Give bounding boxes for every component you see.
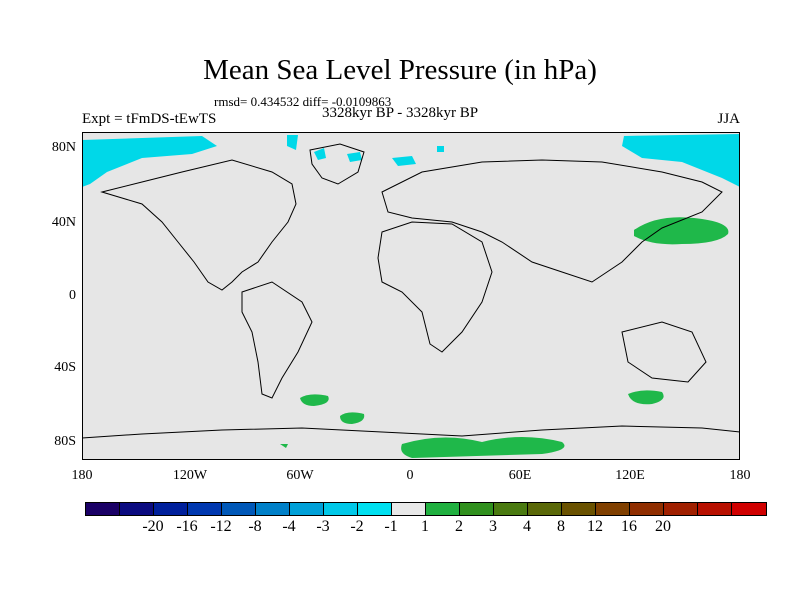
colorbar-tick-label: -2 xyxy=(350,518,364,535)
eurasia-outline xyxy=(381,159,723,283)
colorbar-box xyxy=(120,503,154,515)
colorbar-tick-label: -8 xyxy=(248,518,262,535)
colorbar-box xyxy=(426,503,460,515)
lon-label-120w: 120W xyxy=(172,468,208,483)
continent-outlines xyxy=(82,143,740,439)
colorbar xyxy=(85,502,767,516)
colorbar-box xyxy=(664,503,698,515)
colorbar-box xyxy=(154,503,188,515)
colorbar-box xyxy=(630,503,664,515)
colorbar-tick-label: -16 xyxy=(176,518,198,535)
colorbar-box xyxy=(256,503,290,515)
lon-label-180-west: 180 xyxy=(71,468,93,483)
africa-outline xyxy=(377,221,493,353)
arctic-negative-anomaly xyxy=(82,134,740,187)
colorbar-tick-label: 4 xyxy=(523,518,531,535)
colorbar-box xyxy=(562,503,596,515)
colorbar-tick-label: 3 xyxy=(489,518,497,535)
colorbar-tick-label: 12 xyxy=(587,518,603,535)
map-background xyxy=(82,132,740,460)
colorbar-tick-label: -1 xyxy=(384,518,398,535)
colorbar-box xyxy=(290,503,324,515)
southern-ocean-positive-anomalies xyxy=(280,390,664,458)
south-america-outline xyxy=(241,281,313,399)
colorbar-box xyxy=(358,503,392,515)
colorbar-tick-label: 16 xyxy=(621,518,637,535)
north-america-outline xyxy=(100,159,297,291)
greenland-outline xyxy=(309,143,365,185)
lat-label-0: 0 xyxy=(69,288,76,303)
colorbar-tick-label: 1 xyxy=(421,518,429,535)
colorbar-box xyxy=(494,503,528,515)
lat-label-80s: 80S xyxy=(54,434,76,449)
period-label: 3328kyr BP - 3328kyr BP xyxy=(321,105,479,121)
colorbar-tick-label: -4 xyxy=(282,518,296,535)
colorbar-box xyxy=(86,503,120,515)
stats-text: rmsd= 0.434532 diff= -0.0109863 xyxy=(214,94,392,109)
colorbar-box xyxy=(596,503,630,515)
map-frame xyxy=(82,132,740,460)
northwest-pacific-positive-anomaly xyxy=(634,217,729,245)
colorbar-tick-label: -20 xyxy=(142,518,164,535)
colorbar-box xyxy=(460,503,494,515)
lon-label-60w: 60W xyxy=(286,468,314,483)
colorbar-tick-label: -12 xyxy=(210,518,232,535)
colorbar-tick-label: 20 xyxy=(655,518,671,535)
antarctica-outline xyxy=(82,425,740,439)
world-map xyxy=(82,132,740,460)
colorbar-tick-label: -3 xyxy=(316,518,330,535)
lat-label-80n: 80N xyxy=(51,140,76,155)
colorbar-tick-label: 2 xyxy=(455,518,463,535)
season-label: JJA xyxy=(717,111,740,127)
lon-label-60e: 60E xyxy=(508,468,532,483)
colorbar-box xyxy=(528,503,562,515)
colorbar-box xyxy=(392,503,426,515)
lat-label-40s: 40S xyxy=(54,360,76,375)
colorbar-box xyxy=(188,503,222,515)
colorbar-box xyxy=(732,503,766,515)
colorbar-box xyxy=(698,503,732,515)
colorbar-box xyxy=(324,503,358,515)
lon-label-120e: 120E xyxy=(615,468,645,483)
lon-label-0: 0 xyxy=(406,468,414,483)
experiment-label: Expt = tFmDS-tEwTS xyxy=(82,111,217,127)
colorbar-box xyxy=(222,503,256,515)
australia-outline xyxy=(621,321,707,383)
lat-label-40n: 40N xyxy=(51,215,76,230)
lon-label-180-east: 180 xyxy=(729,468,751,483)
colorbar-tick-label: 8 xyxy=(557,518,565,535)
chart-title: Mean Sea Level Pressure (in hPa) xyxy=(203,54,597,86)
